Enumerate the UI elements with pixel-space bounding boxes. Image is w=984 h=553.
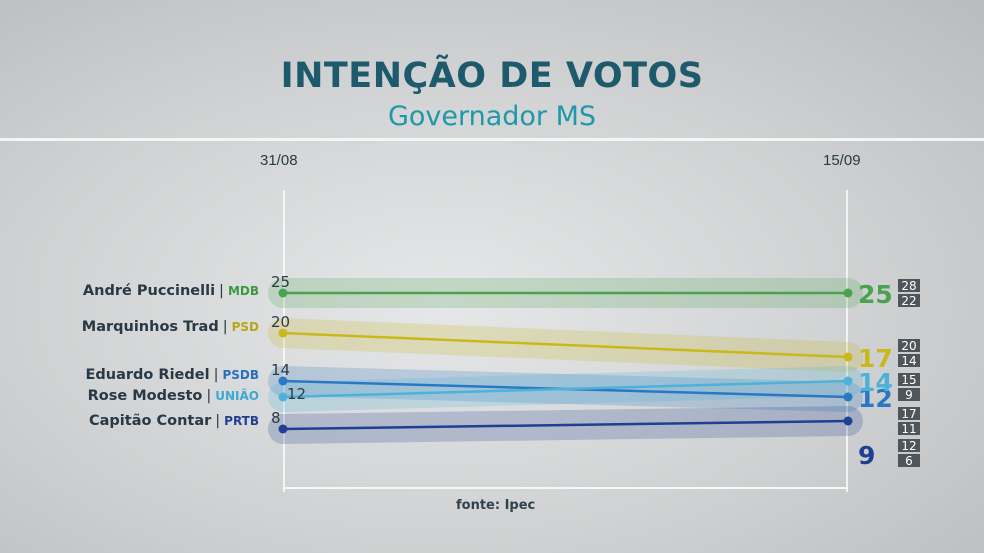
candidate-label-contar: Capitão Contar | PRTB	[88, 413, 259, 429]
series-point-end-2	[843, 392, 853, 402]
series-point-start-0	[278, 288, 288, 298]
moe-value-4-0: 12	[901, 439, 916, 453]
moe-box-0-1	[898, 294, 920, 307]
moe-box-2-1	[898, 388, 920, 401]
chart-title: INTENÇÃO DE VOTOS	[280, 56, 704, 96]
series-point-start-3	[278, 392, 288, 402]
moe-box-2-0	[898, 373, 920, 386]
end-value-label-2: 12	[858, 384, 893, 413]
moe-value-0-0: 28	[901, 279, 916, 293]
end-value-label-4: 9	[858, 441, 875, 470]
series-point-end-3	[843, 376, 853, 386]
series-point-end-4	[843, 416, 853, 426]
moe-box-4-1	[898, 454, 920, 467]
moe-value-3-1: 11	[901, 422, 916, 436]
candidate-label-puccinelli: André Puccinelli | MDB	[82, 283, 259, 299]
series-line-4	[282, 419, 849, 431]
moe-box-1-0	[898, 339, 920, 352]
candidate-label-trad: Marquinhos Trad | PSD	[81, 319, 259, 335]
moe-value-2-1: 9	[905, 388, 913, 402]
moe-box-3-1	[898, 422, 920, 435]
candidate-name: Marquinhos Trad	[81, 319, 219, 335]
chart-subtitle: Governador MS	[387, 101, 597, 132]
series-point-end-1	[843, 352, 853, 362]
moe-box-1-1	[898, 354, 920, 367]
party-label: MDB	[227, 284, 259, 298]
party-label: PRTB	[224, 414, 259, 428]
moe-box-4-0	[898, 439, 920, 452]
start-value-label-3: 12	[287, 385, 306, 403]
moe-value-4-1: 6	[905, 454, 913, 468]
moe-box-0-0	[898, 279, 920, 292]
party-label: PSDB	[222, 368, 259, 382]
series-point-start-1	[278, 328, 288, 338]
x-tick-label-end: 15/09	[823, 152, 861, 169]
end-date-guide	[846, 190, 848, 492]
series-line-3	[282, 379, 849, 399]
source-note: fonte: Ipec	[456, 498, 536, 513]
candidate-label-modesto: Rose Modesto | UNIÃO	[87, 388, 259, 404]
start-date-guide	[283, 190, 285, 492]
series-point-start-4	[278, 424, 288, 434]
candidate-name: André Puccinelli	[82, 283, 216, 299]
start-value-label-4: 8	[271, 409, 281, 427]
moe-value-0-1: 22	[901, 294, 916, 308]
party-label: PSD	[231, 320, 259, 334]
party-label: UNIÃO	[215, 389, 259, 403]
end-value-label-0: 25	[858, 280, 893, 309]
moe-box-3-0	[898, 407, 920, 420]
series-point-end-0	[843, 288, 853, 298]
candidate-name: Rose Modesto	[87, 388, 203, 404]
start-value-label-2: 14	[271, 361, 290, 379]
moe-value-1-0: 20	[901, 339, 916, 353]
x-tick-label-start: 31/08	[260, 152, 298, 169]
x-axis-baseline	[283, 487, 848, 489]
title-divider	[0, 138, 984, 141]
start-value-label-0: 25	[271, 273, 290, 291]
start-value-label-1: 20	[271, 313, 290, 331]
end-value-label-1: 17	[858, 344, 893, 373]
series-point-start-2	[278, 376, 288, 386]
moe-value-2-0: 15	[901, 373, 916, 387]
candidate-name: Eduardo Riedel	[85, 367, 210, 383]
end-value-label-3: 14	[858, 368, 893, 397]
series-line-1	[282, 331, 849, 359]
moe-value-3-0: 17	[901, 407, 916, 421]
candidate-name: Capitão Contar	[88, 413, 212, 429]
moe-value-1-1: 14	[901, 354, 916, 368]
candidate-label-riedel: Eduardo Riedel | PSDB	[85, 367, 259, 383]
